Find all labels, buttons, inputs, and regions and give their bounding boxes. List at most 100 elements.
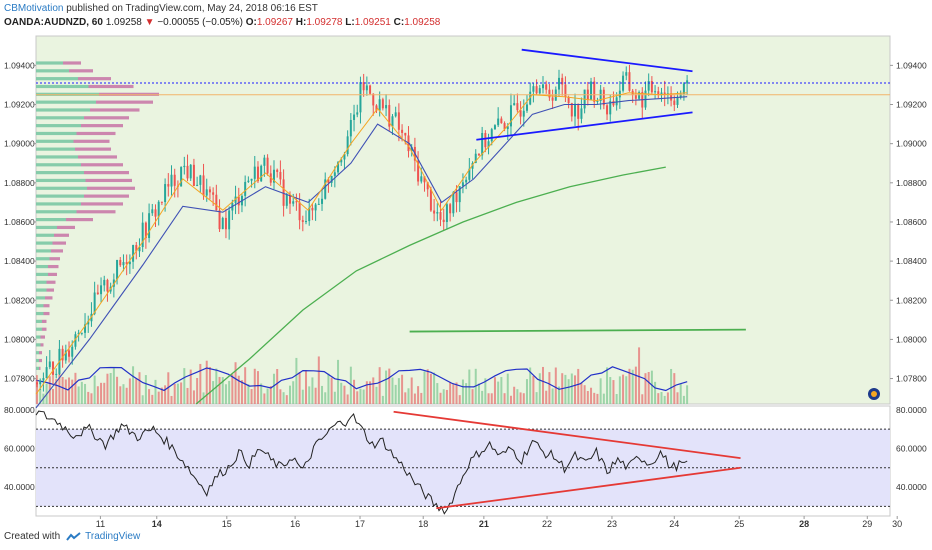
candle-body: [385, 105, 388, 109]
candle-body: [180, 167, 183, 187]
volume-profile-bar-up: [36, 178, 86, 183]
volume-profile-bar-down: [51, 249, 63, 253]
volume-bar: [500, 376, 503, 404]
candle-body: [321, 198, 324, 204]
candle-body: [189, 164, 192, 179]
volume-bar: [423, 371, 426, 404]
volume-bar: [410, 377, 413, 404]
price-tick-label-left: 1.07800: [4, 374, 35, 384]
candle-body: [317, 203, 320, 205]
candle-body: [96, 292, 99, 295]
volume-profile-bar-up: [36, 264, 48, 269]
volume-bar: [144, 375, 147, 404]
candle-body: [279, 171, 282, 180]
indicator-badge-icon: [868, 388, 880, 400]
volume-bar: [52, 388, 55, 404]
volume-profile-bar-down: [46, 280, 56, 284]
high-label: H:: [295, 17, 307, 28]
volume-bar: [654, 381, 657, 404]
price-tick-label-left: 1.08600: [4, 217, 35, 227]
volume-bar: [369, 381, 372, 404]
volume-bar: [279, 389, 282, 404]
volume-profile-bar-down: [49, 257, 60, 261]
volume-bar: [465, 383, 468, 404]
candle-body: [196, 184, 199, 186]
tradingview-link[interactable]: TradingView: [66, 531, 140, 542]
volume-profile-bar-down: [43, 311, 50, 316]
volume-bar: [609, 377, 612, 404]
volume-bar: [622, 374, 625, 404]
volume-bar: [442, 389, 445, 404]
volume-profile-bar-up: [36, 327, 42, 331]
volume-profile-bar-down: [45, 296, 53, 300]
volume-bar: [314, 387, 317, 404]
volume-bar: [340, 382, 343, 404]
volume-profile-bar-down: [63, 61, 81, 65]
volume-profile-bar-up: [36, 163, 81, 167]
volume-bar: [436, 383, 439, 404]
candle-body: [337, 162, 340, 173]
volume-bar: [176, 383, 179, 404]
volume-bar: [551, 388, 554, 404]
candle-body: [170, 174, 173, 187]
volume-bar: [346, 394, 349, 404]
candle-body: [574, 103, 577, 117]
volume-profile-bar-up: [36, 288, 47, 292]
candle-body: [535, 86, 538, 94]
volume-profile-bar-down: [73, 139, 110, 143]
candle-body: [423, 176, 426, 183]
candle-body: [93, 292, 96, 314]
volume-profile-bar-up: [36, 61, 63, 65]
candle-body: [276, 169, 279, 172]
volume-bar: [397, 378, 400, 404]
volume-bar: [359, 388, 362, 404]
volume-bar: [298, 371, 301, 404]
volume-bar: [39, 388, 42, 404]
volume-profile-bar-down: [81, 163, 123, 167]
volume-bar: [103, 382, 106, 404]
candle-body: [39, 380, 42, 385]
candle-body: [545, 84, 548, 90]
candle-body: [212, 192, 215, 195]
candle-body: [599, 89, 602, 101]
volume-bar: [516, 389, 519, 404]
close-label: C:: [393, 17, 405, 28]
volume-profile-bar-up: [36, 100, 96, 104]
trendline: [409, 328, 746, 333]
volume-ma-line: [35, 366, 688, 392]
candle-body: [596, 100, 599, 102]
volume-profile-bar-up: [36, 84, 89, 89]
volume-profile-bar-up: [36, 225, 57, 230]
ema-slow-line: [35, 96, 688, 409]
candle-body: [676, 97, 679, 105]
candle-body: [324, 179, 327, 199]
x-tick-label: 25: [734, 519, 744, 529]
volume-profile-bar-up: [36, 171, 84, 175]
volume-profile-bar-up: [36, 358, 39, 363]
candle-body: [77, 332, 80, 335]
candle-body: [551, 97, 554, 101]
publication-header: CBMotivation published on TradingView.co…: [4, 3, 318, 14]
volume-bar: [535, 392, 538, 404]
author-name[interactable]: CBMotivation: [4, 3, 64, 14]
volume-bar: [545, 390, 548, 404]
volume-bar: [663, 395, 666, 404]
volume-bar: [55, 379, 58, 404]
candle-body: [132, 245, 135, 262]
candle-body: [301, 220, 304, 222]
volume-bar: [337, 359, 340, 404]
volume-bar: [240, 380, 243, 404]
volume-bar: [420, 392, 423, 404]
candle-body: [654, 91, 657, 93]
candle-body: [634, 95, 637, 99]
volume-bar: [87, 391, 90, 404]
candle-body: [256, 166, 259, 182]
price-pane-background: [35, 35, 891, 405]
candle-body: [458, 186, 461, 203]
volume-bar: [513, 386, 516, 404]
volume-bar: [327, 373, 330, 404]
x-tick-label: 29: [862, 519, 872, 529]
volume-bar: [452, 384, 455, 404]
volume-bar: [135, 378, 138, 404]
candle-body: [362, 82, 365, 91]
